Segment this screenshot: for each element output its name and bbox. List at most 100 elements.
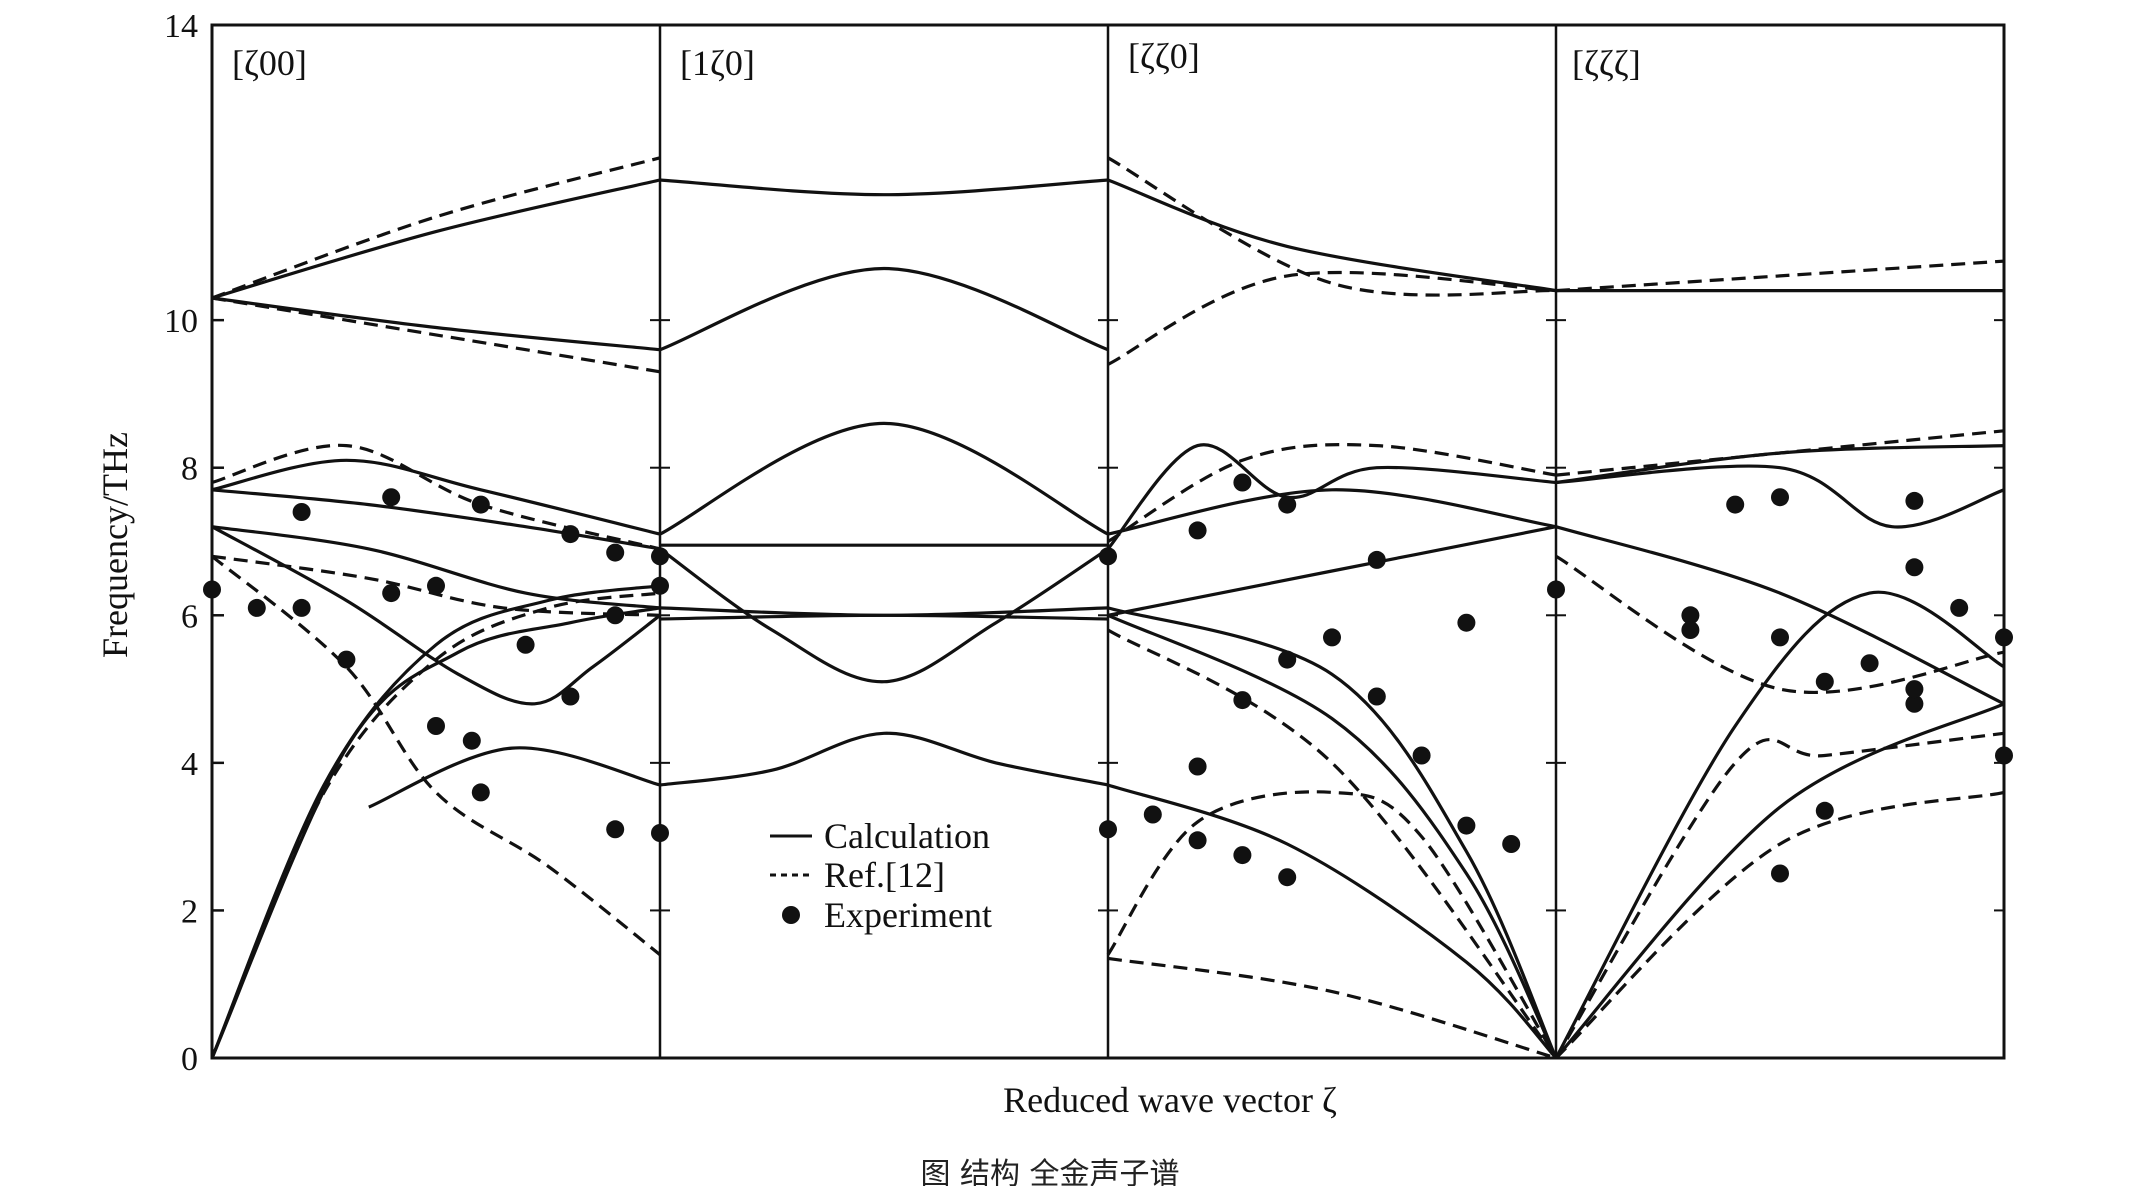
panel-label-zetazetazeta: [ζζζ]	[1572, 43, 1641, 83]
experiment-point-32	[1278, 650, 1297, 669]
ref-curve-4	[211, 156, 661, 300]
experiment-point-4	[427, 717, 445, 735]
y-tick-label: 10	[164, 303, 198, 340]
experiment-point-46	[1905, 558, 1924, 577]
experiment-point-42	[1681, 621, 1700, 639]
experiment-point-24	[1233, 846, 1252, 865]
ref-curve-16	[1555, 259, 2005, 293]
calc-curve-8	[368, 746, 661, 809]
experiment-point-28	[1233, 473, 1252, 492]
calc-curve-10	[659, 421, 1109, 536]
experiment-point-34	[1367, 687, 1386, 706]
experiment-point-33	[1323, 628, 1341, 647]
y-tick-label: 8	[181, 451, 198, 488]
ref-curve-14	[1555, 554, 2005, 694]
calc-curve-17	[1107, 783, 1558, 1060]
ref-curve-10	[1107, 156, 1557, 297]
ref-curve-9	[1107, 442, 1557, 543]
experiment-point-11	[292, 503, 311, 521]
calc-curve-3	[211, 525, 661, 706]
plot-frame	[210, 23, 2006, 1060]
calc-curve-2	[211, 525, 661, 610]
experiment-point-17	[382, 584, 401, 603]
experiment-point-37	[1502, 835, 1521, 853]
ref-curve-6	[1106, 790, 1558, 1059]
experiment-point-23	[1188, 831, 1207, 850]
ref-curve-11	[1107, 270, 1557, 366]
calc-curve-18	[1107, 613, 1558, 1059]
experiment-point-39	[1457, 613, 1476, 632]
y-tick-label: 0	[181, 1041, 198, 1078]
experiment-point-20	[651, 576, 669, 595]
experiment-point-22	[1143, 805, 1162, 824]
experiment-point-27	[1188, 521, 1207, 540]
panel-label-zetazeta0: [ζζ0]	[1128, 36, 1200, 76]
calc-curve-16	[659, 266, 1109, 352]
experiment-point-55	[1815, 801, 1834, 820]
experiment-point-43	[1726, 495, 1745, 514]
experiment-point-49	[1995, 746, 2013, 765]
calc-curve-1	[210, 606, 661, 1059]
calc-curve-23	[1107, 178, 1557, 293]
legend: Calculation Ref.[12] Experiment	[770, 816, 992, 935]
calc-curve-25	[1554, 590, 2005, 1059]
experiment-point-13	[471, 495, 490, 514]
calc-curve-15	[659, 178, 1109, 197]
experiment-point-7	[516, 635, 535, 654]
calc-curve-14	[659, 613, 1109, 621]
experiment-point-51	[1815, 672, 1834, 691]
calc-curve-19	[1107, 606, 1558, 1059]
calc-curve-24	[1554, 702, 2005, 1060]
experiment-point-48	[1995, 628, 2013, 647]
y-tick-label: 2	[181, 893, 198, 930]
experiment-point-19	[606, 606, 625, 625]
legend-experiment: Experiment	[824, 895, 992, 935]
experiment-point-18	[427, 576, 445, 595]
experiment-point-2	[292, 598, 311, 617]
ref-curve-8	[1107, 956, 1557, 1060]
y-tick-label: 6	[181, 598, 198, 635]
calc-curve-22	[1107, 525, 1557, 617]
experiment-point-25	[1278, 868, 1297, 887]
experiment-point-47	[1950, 598, 1969, 617]
ref-curve-15	[1555, 429, 2005, 477]
ref-curve-3	[211, 443, 661, 551]
experiment-point-6	[471, 783, 490, 802]
calc-curve-4	[211, 488, 661, 551]
experiment-point-36	[1457, 816, 1476, 835]
experiment-point-10	[651, 824, 669, 842]
calc-curve-26	[1555, 525, 2005, 706]
experiment-point-44	[1771, 488, 1789, 507]
experiment-point-21	[1099, 820, 1117, 839]
y-axis: 0 2 4 6 8 10 14	[164, 8, 224, 1078]
experiment-point-3	[337, 650, 356, 669]
panel-label-1zeta0: [1ζ0]	[680, 43, 755, 83]
legend-ref12: Ref.[12]	[824, 855, 945, 895]
y-tick-label: 4	[181, 746, 198, 783]
experiment-point-53	[1905, 694, 1924, 713]
ref-curve-13	[1554, 790, 2005, 1060]
experiment-point-38	[1367, 550, 1386, 569]
experiment-point-54	[1905, 680, 1924, 699]
panel-labels: [ζ00] [1ζ0] [ζζ0] [ζζζ]	[232, 36, 1641, 83]
ref-curve-0	[210, 591, 661, 1059]
experiment-point-30	[1188, 757, 1207, 776]
experiment-point-45	[1905, 491, 1924, 510]
legend-calculation: Calculation	[824, 816, 990, 856]
panel-tick-marks	[650, 319, 2004, 912]
calc-curve-5	[211, 458, 661, 536]
calc-curve-11	[659, 731, 1109, 787]
calc-curve-27	[1555, 464, 2005, 529]
ref-curve-5	[211, 296, 661, 374]
experiment-point-16	[651, 547, 669, 566]
experiment-point-9	[606, 820, 625, 839]
experiment-point-26	[1099, 547, 1117, 566]
experiment-point-56	[1771, 864, 1789, 883]
calc-curve-20	[1106, 443, 1557, 550]
experiment-point-5	[462, 731, 481, 750]
experiment-point-50	[1771, 628, 1789, 647]
legend-dot-swatch	[782, 906, 800, 924]
ref-curve-7	[1107, 628, 1558, 1059]
figure-caption: 图 结构 全金声子谱	[920, 1157, 1179, 1186]
